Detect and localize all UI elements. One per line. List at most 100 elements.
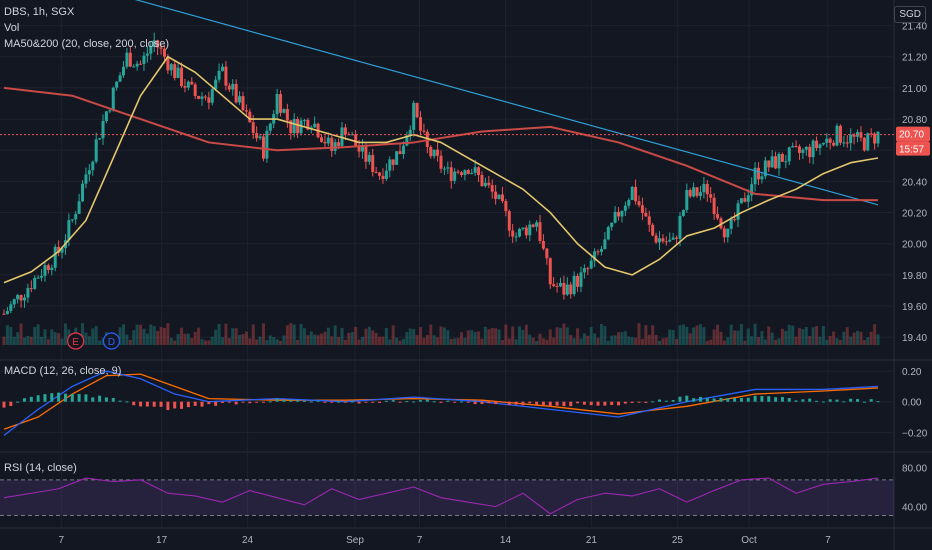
candle-body [681, 209, 685, 216]
candle-body [432, 149, 436, 157]
volume-bar [480, 338, 484, 345]
rsi-legend[interactable]: RSI (14, close) [4, 462, 77, 474]
macd-hist-bar [207, 401, 211, 405]
volume-bar [371, 330, 375, 345]
macd-hist-bar [391, 400, 395, 402]
volume-bar [152, 326, 156, 345]
volume-bar [497, 329, 501, 345]
volume-bar [258, 336, 262, 345]
event-marker[interactable] [102, 332, 121, 350]
candle-body [121, 66, 125, 76]
ma-legend[interactable]: MA50&200 (20, close, 200, close) [4, 38, 170, 50]
candle-body [74, 213, 78, 220]
candle-body [671, 237, 675, 240]
macd-hist-bar [282, 400, 286, 402]
candle-body [825, 138, 829, 143]
candle-body [285, 109, 289, 121]
volume-bar [617, 332, 621, 345]
candle-body [46, 265, 50, 271]
indicator-lines [0, 0, 894, 515]
volume-bar [367, 326, 371, 345]
currency-badge[interactable]: SGD [894, 6, 926, 23]
candle-body [791, 146, 795, 148]
candle-body [477, 167, 481, 176]
macd-signal-line [3, 373, 879, 430]
macd-hist-bar [398, 401, 402, 403]
candle-body [579, 272, 583, 287]
candle-body [234, 83, 238, 103]
volume-bar [709, 339, 713, 345]
volume-bar [651, 325, 655, 345]
volume-bar [726, 337, 730, 345]
candle-body [330, 137, 334, 151]
candle-body [835, 125, 839, 146]
candle-body [381, 175, 385, 179]
volume-bar [378, 336, 382, 345]
volume-bar [320, 333, 324, 345]
candle-body [876, 131, 880, 144]
candle-body [2, 313, 6, 315]
volume-bar [128, 339, 132, 345]
volume-bar [227, 338, 231, 345]
macd-hist-bar [29, 396, 33, 402]
macd-hist-bar [234, 401, 238, 405]
candle-body [661, 238, 665, 242]
macd-hist-bar [842, 401, 846, 403]
candle-body [135, 63, 139, 67]
volume-bar [470, 330, 474, 345]
volume-bar [94, 326, 98, 345]
candle-body [214, 79, 218, 90]
volume-bar [777, 338, 781, 345]
volume-bar [282, 335, 286, 345]
candle-body [302, 119, 306, 121]
candle-body [111, 87, 115, 111]
macd-hist-bar [371, 401, 375, 403]
event-marker[interactable] [67, 332, 85, 350]
candle-body [104, 111, 108, 121]
macd-hist-bar [787, 398, 791, 402]
candle-body [480, 175, 484, 187]
symbol-title[interactable]: DBS, 1h, SGX [4, 6, 75, 18]
candle-body [774, 156, 778, 169]
candle-body [326, 137, 330, 144]
macd-hist-bar [555, 401, 559, 406]
volume-bar [412, 329, 416, 345]
volume-bar [459, 332, 463, 345]
candle-body [313, 123, 317, 128]
candle-body [422, 130, 426, 132]
candle-body [688, 190, 692, 197]
volume-bar [241, 333, 245, 345]
candle-body [193, 84, 197, 96]
volume-bar [449, 338, 453, 345]
volume-bar [425, 334, 429, 345]
volume-bar [856, 330, 860, 345]
volume-bar [285, 325, 289, 345]
volume-bar [135, 324, 139, 345]
volume-bar [432, 335, 436, 345]
macd-hist-bar [439, 401, 443, 403]
volume-bar [821, 326, 825, 345]
volume-bar [729, 324, 733, 345]
candle-body [702, 183, 706, 193]
candle-body [630, 186, 634, 200]
volume-bar [408, 328, 412, 345]
y-tick-label: 20.40 [902, 177, 927, 188]
candle-body [183, 86, 187, 88]
macd-legend[interactable]: MACD (12, 26, close, 9) [4, 365, 122, 377]
macd-hist-bar [835, 399, 839, 402]
volume-legend[interactable]: Vol [4, 22, 20, 34]
volume-bar [292, 324, 296, 345]
macd-hist-bar [302, 400, 306, 402]
candle-body [675, 237, 679, 239]
candle-body [535, 222, 539, 227]
macd-hist-bar [828, 399, 832, 402]
x-tick-label: 24 [242, 535, 254, 546]
candle-body [108, 110, 112, 112]
macd-hist-bar [610, 401, 614, 406]
volume-bar [589, 326, 593, 345]
macd-hist-bar [739, 398, 743, 402]
macd-hist-bar [453, 401, 457, 403]
volume-bar [50, 329, 54, 345]
